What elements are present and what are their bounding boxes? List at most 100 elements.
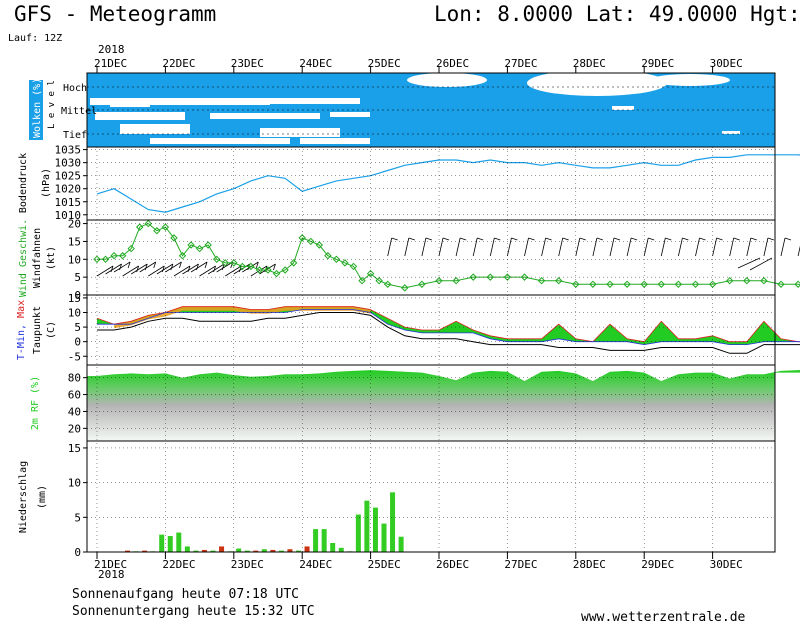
cloud-gap	[200, 98, 360, 104]
wind-barb-tick	[238, 265, 242, 273]
wind-speed-point	[281, 266, 289, 274]
precip-bar	[321, 529, 327, 552]
tmin-line	[97, 309, 800, 346]
tick-label-pressure: 1025	[55, 170, 82, 183]
wind-barb-tick	[459, 237, 467, 241]
wind-barb	[139, 261, 156, 273]
precip-bar	[338, 547, 344, 552]
date-label-bottom: 22DEC	[162, 558, 195, 571]
wind-speed-point	[589, 280, 597, 288]
wind-barb-tick	[613, 237, 621, 241]
wind-barb	[250, 265, 268, 277]
cloud-gap	[612, 106, 634, 110]
wind-speed-point	[195, 244, 204, 253]
wind-barb	[122, 265, 139, 277]
wind-barb-tick	[665, 237, 672, 241]
tick-label-precip: 15	[68, 442, 81, 455]
wind-barb	[182, 263, 199, 275]
dewpoint-ylabel: Taupunkt	[32, 306, 43, 354]
wind-barb	[113, 261, 131, 273]
wind-barb-tick	[204, 261, 208, 269]
tick-label-wind: 15	[68, 235, 81, 248]
wind-barb-tick	[733, 237, 740, 241]
date-label-bottom: 24DEC	[299, 558, 332, 571]
wind-barb-tick	[442, 237, 450, 241]
date-label-top: 30DEC	[710, 57, 743, 70]
wind-barb	[678, 237, 683, 257]
wind-barb	[507, 237, 512, 257]
precip-bar	[176, 532, 182, 552]
wind-speed-point	[324, 252, 332, 260]
wind-speed-point	[657, 280, 666, 288]
wind-speed-point	[572, 280, 580, 288]
precip-bar	[159, 534, 165, 552]
panel-frame-precip	[86, 440, 776, 553]
wind-speed-point	[503, 273, 512, 281]
cloud-gap	[407, 73, 487, 87]
wind-speed-point	[101, 255, 110, 263]
rh-area	[87, 370, 800, 441]
wind-speed-point	[486, 273, 495, 281]
tick-label-wind: 10	[68, 253, 81, 266]
sunset-text: Sonnenuntergang heute 15:32 UTC	[72, 604, 315, 619]
wind-speed-point	[640, 280, 648, 288]
wind-barb	[105, 263, 122, 275]
precip-bar	[210, 550, 216, 552]
wind-speed-point	[366, 269, 375, 278]
source-url: www.wetterzentrale.de	[581, 610, 746, 625]
cloud-level-tief: Tief	[63, 130, 87, 141]
wind-barb	[455, 237, 461, 257]
tick-label-rh: 20	[68, 422, 81, 435]
wind-speed-point	[349, 262, 358, 271]
tick-label-precip: 10	[68, 477, 81, 490]
wind-speed-point	[435, 277, 443, 285]
wind-barb	[626, 237, 632, 257]
run-label: Lauf: 12Z	[8, 33, 63, 44]
precip-bar	[330, 542, 336, 552]
wind-speed-point	[178, 252, 187, 260]
precip-bar	[125, 550, 130, 552]
date-label-top: 29DEC	[641, 57, 674, 70]
wind-barb-tick	[716, 237, 723, 241]
wind-speed-point	[623, 280, 631, 288]
wind-barb	[165, 261, 182, 273]
date-label-bottom: 27DEC	[504, 558, 537, 571]
wind-barb	[259, 263, 276, 275]
pressure-unit: (hPa)	[41, 168, 52, 198]
precip-ylabel: Niederschlag	[18, 461, 29, 533]
wind-speed-point	[298, 234, 306, 242]
wind-speed-point	[708, 280, 717, 288]
date-label-bottom: 25DEC	[368, 558, 401, 571]
wind-barb	[96, 265, 114, 277]
wind-barb-tick	[153, 261, 157, 269]
wind-barb-tick	[196, 263, 199, 271]
cloud-ylabel: Wolken (%)	[32, 78, 43, 138]
tick-label-temp: 15	[68, 292, 81, 305]
cloud-gap	[150, 138, 290, 144]
precip-bar	[287, 549, 293, 552]
wind-barb	[558, 237, 564, 257]
rh-ylabel: 2m RF (%)	[30, 376, 41, 430]
wind-speed-point	[401, 284, 409, 292]
wind-speed-point	[238, 262, 247, 271]
wind-barb-tick	[273, 263, 276, 271]
tick-label-pressure: 1015	[55, 196, 82, 209]
wind-barb-tick	[511, 237, 518, 241]
wind-barb	[660, 237, 666, 257]
wind-barb	[404, 237, 410, 257]
wind-barb-tick	[408, 237, 415, 241]
wind-barb	[225, 265, 242, 277]
wind-barb-tick	[562, 237, 569, 241]
wind-barb-tick	[187, 265, 191, 273]
wind-speed-point	[264, 266, 272, 274]
precip-bar	[355, 514, 361, 552]
precip-bar	[364, 500, 370, 552]
tick-label-temp: 0	[74, 336, 81, 349]
wind-speed-point	[127, 244, 135, 253]
precip-bar	[278, 550, 284, 552]
cloud-gap	[95, 112, 185, 120]
wind-barb	[438, 237, 444, 257]
precip-bar	[219, 546, 225, 552]
wind-ylabel2: Windfahnen	[32, 228, 43, 288]
